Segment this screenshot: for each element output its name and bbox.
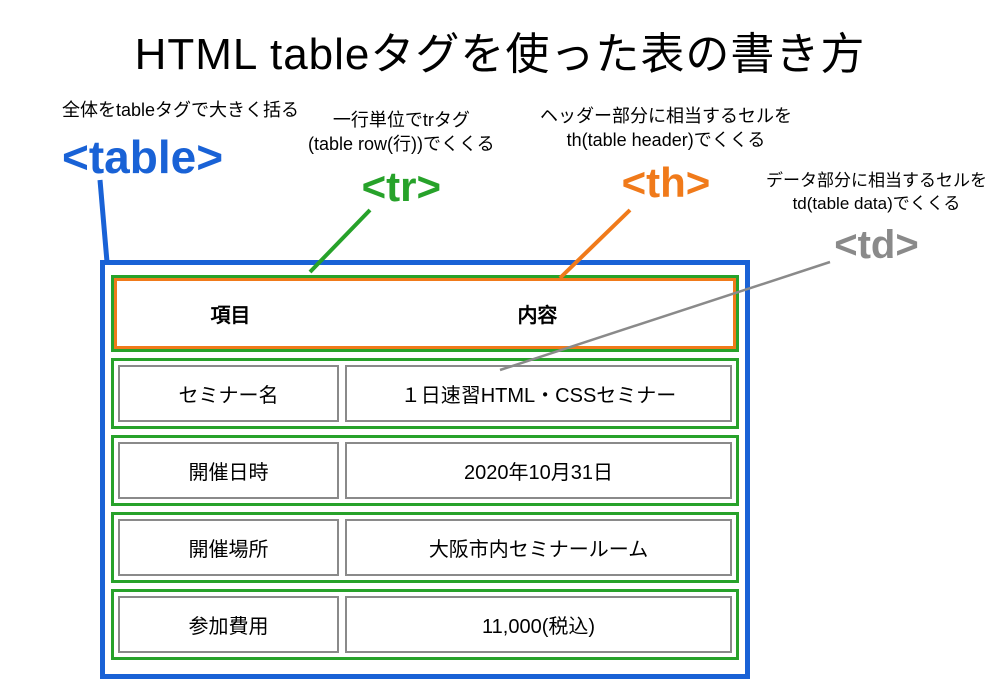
annotation-td-desc-l1: データ部分に相当するセルを xyxy=(766,171,987,190)
table-header-row: 項目 内容 xyxy=(111,275,739,352)
table-row: セミナー名 １日速習HTML・CSSセミナー xyxy=(111,358,739,429)
table-row: 参加費用 11,000(税込) xyxy=(111,589,739,660)
annotation-tr-desc-l1: 一行単位でtrタグ xyxy=(333,110,470,130)
cell-value: 大阪市内セミナールーム xyxy=(345,519,732,576)
annotation-table: 全体をtableタグで大きく括る <table> xyxy=(62,98,299,188)
annotation-th-desc-l2: th(table header)でくくる xyxy=(567,130,766,150)
header-cell-col1: 項目 xyxy=(121,285,340,342)
cell-value: １日速習HTML・CSSセミナー xyxy=(345,365,732,422)
annotation-tr: 一行単位でtrタグ (table row(行))でくくる <tr> xyxy=(308,108,495,215)
annotation-tr-desc-l2: (table row(行))でくくる xyxy=(308,134,495,154)
annotation-td: データ部分に相当するセルを td(table data)でくくる <td> xyxy=(766,170,987,272)
header-cell-col2: 内容 xyxy=(346,285,729,342)
table-row: 開催場所 大阪市内セミナールーム xyxy=(111,512,739,583)
cell-value: 11,000(税込) xyxy=(345,596,732,653)
annotation-th: ヘッダー部分に相当するセルを th(table header)でくくる <th> xyxy=(540,104,792,211)
annotation-td-desc-l2: td(table data)でくくる xyxy=(793,194,961,213)
tag-td: <td> xyxy=(766,218,987,272)
cell-label: 開催場所 xyxy=(118,519,339,576)
annotation-th-desc-l1: ヘッダー部分に相当するセルを xyxy=(540,106,792,126)
cell-value: 2020年10月31日 xyxy=(345,442,732,499)
tag-tr: <tr> xyxy=(308,159,495,216)
th-group: 項目 内容 xyxy=(114,278,736,349)
annotation-table-desc: 全体をtableタグで大きく括る xyxy=(62,100,299,120)
table-row: 開催日時 2020年10月31日 xyxy=(111,435,739,506)
tag-th: <th> xyxy=(540,155,792,212)
table-diagram: 項目 内容 セミナー名 １日速習HTML・CSSセミナー 開催日時 2020年1… xyxy=(100,260,750,679)
cell-label: 参加費用 xyxy=(118,596,339,653)
page-title: HTML tableタグを使った表の書き方 xyxy=(0,18,1000,82)
cell-label: 開催日時 xyxy=(118,442,339,499)
cell-label: セミナー名 xyxy=(118,365,339,422)
tag-table: <table> xyxy=(62,126,299,188)
